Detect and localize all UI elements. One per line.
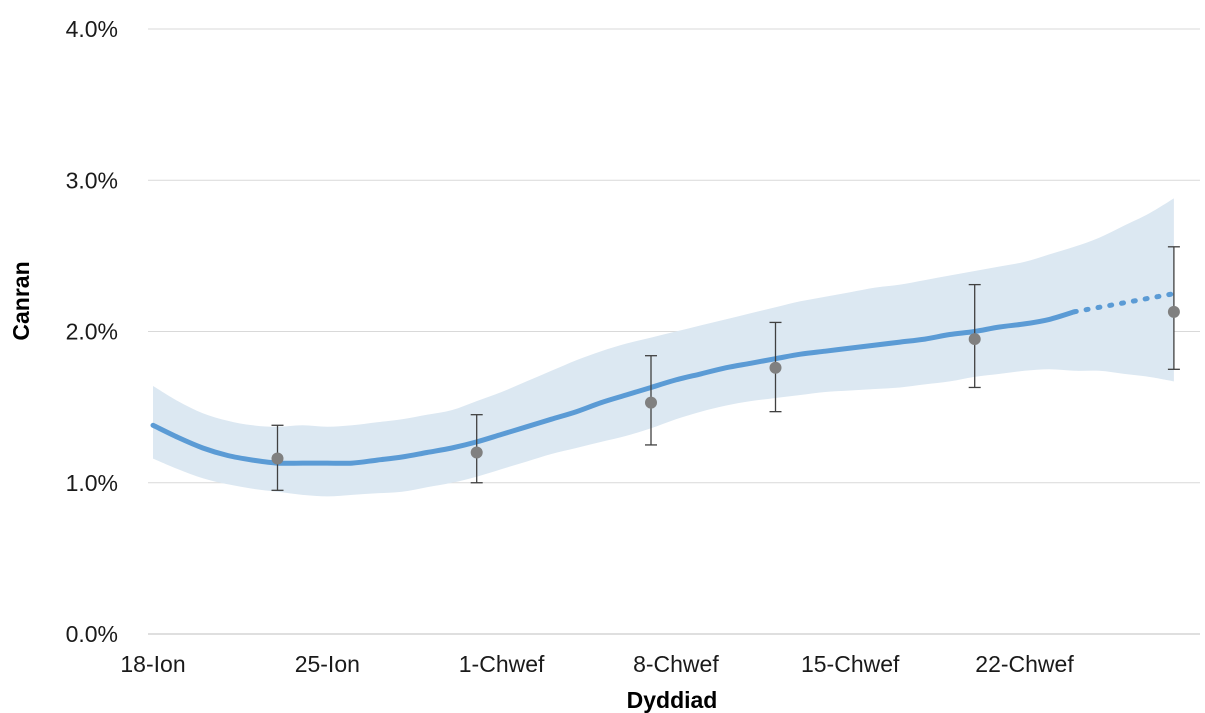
y-axis-title: Canran (8, 261, 34, 340)
x-tick-label: 22-Chwef (975, 651, 1074, 677)
series-layer (150, 291, 1177, 466)
y-tick-label: 2.0% (66, 319, 118, 345)
y-tick-label: 1.0% (66, 470, 118, 496)
data-point (271, 452, 284, 465)
x-tick-labels: 18-Ion 25-Ion 1-Chwef 8-Chwef 15-Chwef 22-Chw… (120, 651, 1074, 677)
y-tick-labels: 0.0% 1.0% 2.0% 3.0% 4.0% (66, 16, 118, 647)
y-tick-label: 3.0% (66, 167, 118, 193)
series-line (150, 309, 1077, 466)
data-point (1167, 305, 1180, 318)
x-tick-label: 18-Ion (120, 651, 185, 677)
x-axis-title: Dyddiad (627, 687, 718, 713)
data-point (968, 333, 981, 346)
x-tick-label: 15-Chwef (801, 651, 900, 677)
x-tick-label: 25-Ion (295, 651, 360, 677)
x-tick-label: 1-Chwef (459, 651, 545, 677)
confidence-band (153, 198, 1174, 497)
confidence-band-layer (153, 198, 1174, 497)
x-tick-label: 8-Chwef (633, 651, 719, 677)
y-tick-label: 4.0% (66, 16, 118, 42)
data-point (645, 396, 657, 409)
data-point (470, 446, 483, 459)
projection-line (1071, 291, 1177, 315)
y-tick-label: 0.0% (66, 621, 118, 647)
data-point (769, 361, 782, 374)
markers (271, 305, 1180, 465)
